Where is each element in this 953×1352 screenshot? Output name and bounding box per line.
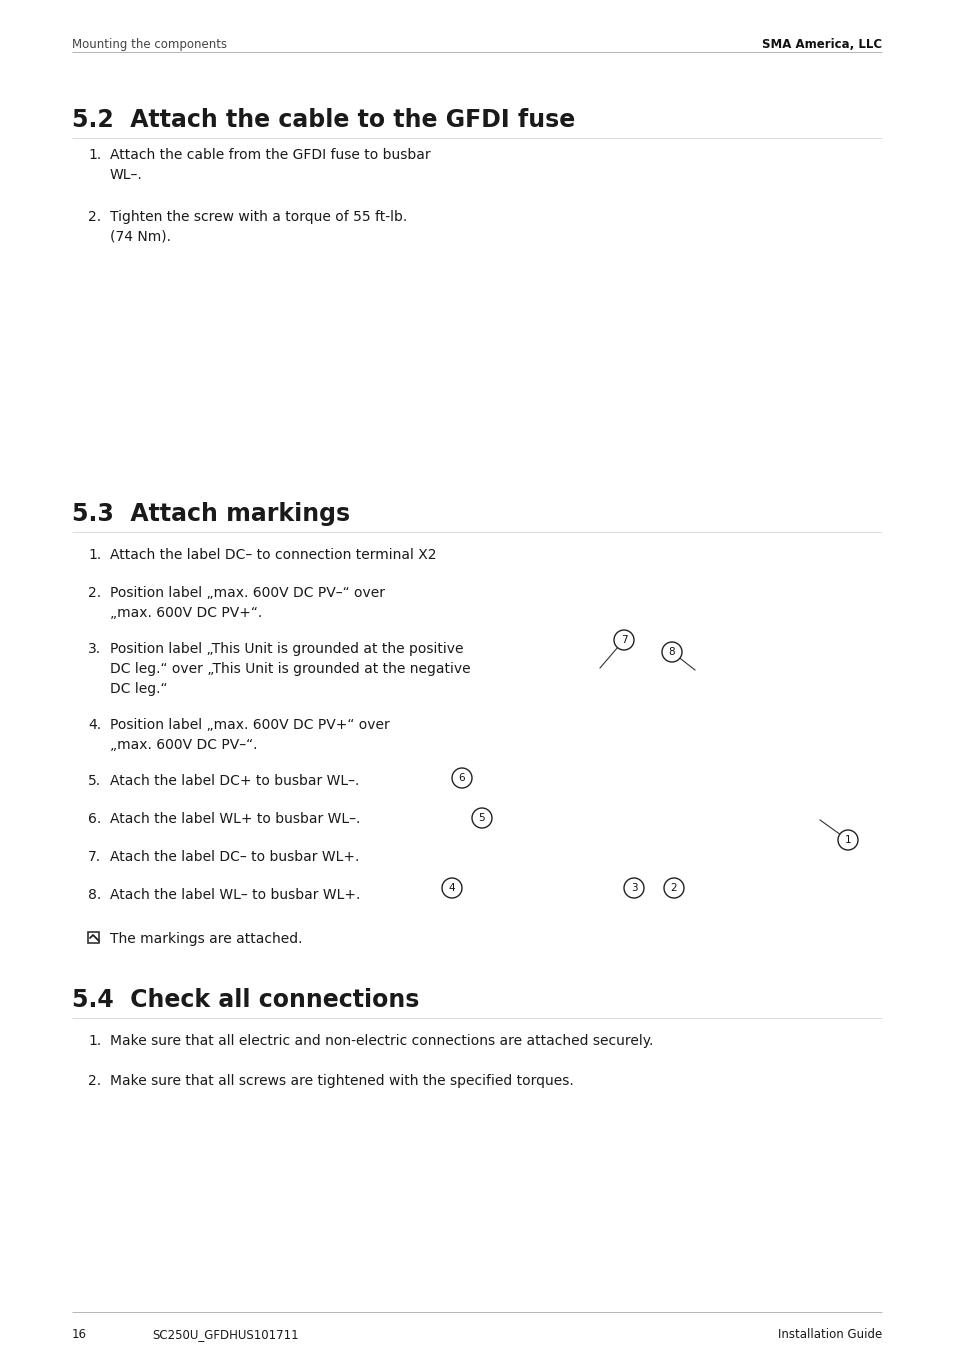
Text: DC leg.“: DC leg.“ xyxy=(110,681,168,696)
Text: 6.: 6. xyxy=(88,813,101,826)
Circle shape xyxy=(452,768,472,788)
Text: Atach the label WL– to busbar WL+.: Atach the label WL– to busbar WL+. xyxy=(110,888,360,902)
Text: Attach the label DC– to connection terminal X2: Attach the label DC– to connection termi… xyxy=(110,548,436,562)
Circle shape xyxy=(441,877,461,898)
Text: Position label „max. 600V DC PV+“ over: Position label „max. 600V DC PV+“ over xyxy=(110,718,390,731)
Text: Installation Guide: Installation Guide xyxy=(777,1328,882,1341)
Text: Tighten the screw with a torque of 55 ft‑lb.: Tighten the screw with a torque of 55 ft… xyxy=(110,210,407,224)
Text: (74 Nm).: (74 Nm). xyxy=(110,230,171,243)
Text: 5.4  Check all connections: 5.4 Check all connections xyxy=(71,988,419,1013)
Circle shape xyxy=(614,630,634,650)
Text: 6: 6 xyxy=(458,773,465,783)
Text: 2.: 2. xyxy=(88,1073,101,1088)
Circle shape xyxy=(472,808,492,827)
Text: 16: 16 xyxy=(71,1328,87,1341)
Text: Make sure that all screws are tightened with the specified torques.: Make sure that all screws are tightened … xyxy=(110,1073,573,1088)
Bar xyxy=(439,112,889,472)
Text: Make sure that all electric and non-electric connections are attached securely.: Make sure that all electric and non-elec… xyxy=(110,1034,653,1048)
Text: Position label „This Unit is grounded at the positive: Position label „This Unit is grounded at… xyxy=(110,642,463,656)
Circle shape xyxy=(661,642,681,662)
Text: Position label „max. 600V DC PV–“ over: Position label „max. 600V DC PV–“ over xyxy=(110,585,385,600)
Text: SMA America, LLC: SMA America, LLC xyxy=(761,38,882,51)
Bar xyxy=(88,932,99,942)
Text: 2.: 2. xyxy=(88,210,101,224)
Text: 4: 4 xyxy=(448,883,455,894)
Text: Atach the label DC+ to busbar WL–.: Atach the label DC+ to busbar WL–. xyxy=(110,773,359,788)
Text: WL–.: WL–. xyxy=(110,168,143,183)
Bar xyxy=(439,508,909,963)
Text: 7: 7 xyxy=(620,635,627,645)
Circle shape xyxy=(837,830,857,850)
Circle shape xyxy=(663,877,683,898)
Text: Attach the cable from the GFDI fuse to busbar: Attach the cable from the GFDI fuse to b… xyxy=(110,147,430,162)
Text: 1.: 1. xyxy=(88,147,101,162)
Text: 1: 1 xyxy=(843,836,850,845)
Text: DC leg.“ over „This Unit is grounded at the negative: DC leg.“ over „This Unit is grounded at … xyxy=(110,662,470,676)
Text: 3.: 3. xyxy=(88,642,101,656)
Text: 3: 3 xyxy=(630,883,637,894)
Text: 5.3  Attach markings: 5.3 Attach markings xyxy=(71,502,350,526)
Text: 5.: 5. xyxy=(88,773,101,788)
Text: SC250U_GFDHUS101711: SC250U_GFDHUS101711 xyxy=(152,1328,298,1341)
Text: 1.: 1. xyxy=(88,548,101,562)
Text: 5: 5 xyxy=(478,813,485,823)
Text: „max. 600V DC PV+“.: „max. 600V DC PV+“. xyxy=(110,606,262,621)
Text: 8: 8 xyxy=(668,648,675,657)
Text: 1.: 1. xyxy=(88,1034,101,1048)
Text: 5.2  Attach the cable to the GFDI fuse: 5.2 Attach the cable to the GFDI fuse xyxy=(71,108,575,132)
Text: Atach the label DC– to busbar WL+.: Atach the label DC– to busbar WL+. xyxy=(110,850,359,864)
Text: 8.: 8. xyxy=(88,888,101,902)
Text: The markings are attached.: The markings are attached. xyxy=(110,932,302,946)
Text: „max. 600V DC PV–“.: „max. 600V DC PV–“. xyxy=(110,738,257,752)
Text: 2: 2 xyxy=(670,883,677,894)
Text: Atach the label WL+ to busbar WL–.: Atach the label WL+ to busbar WL–. xyxy=(110,813,360,826)
Text: Mounting the components: Mounting the components xyxy=(71,38,227,51)
Text: 7.: 7. xyxy=(88,850,101,864)
Text: 2.: 2. xyxy=(88,585,101,600)
Circle shape xyxy=(623,877,643,898)
Text: 4.: 4. xyxy=(88,718,101,731)
